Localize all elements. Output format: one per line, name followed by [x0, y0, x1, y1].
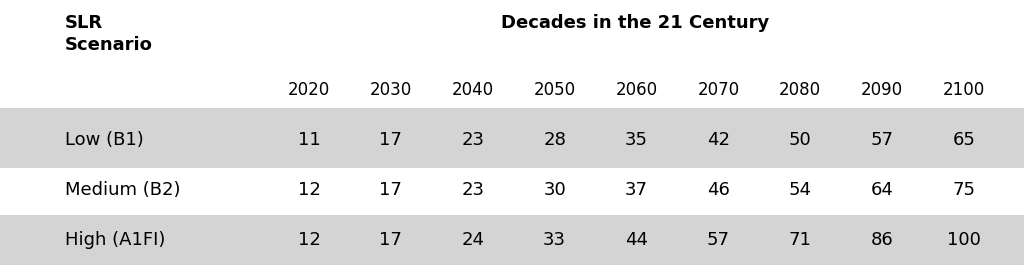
Text: 28: 28: [543, 131, 566, 149]
Text: 23: 23: [461, 181, 484, 199]
Text: 23: 23: [461, 131, 484, 149]
Text: Low (B1): Low (B1): [65, 131, 143, 149]
Text: 2040: 2040: [452, 81, 494, 99]
Text: 2090: 2090: [861, 81, 903, 99]
Text: 75: 75: [952, 181, 976, 199]
Text: 100: 100: [947, 231, 981, 249]
Text: 17: 17: [380, 181, 402, 199]
Text: 2100: 2100: [943, 81, 985, 99]
Text: SLR
Scenario: SLR Scenario: [65, 14, 153, 54]
Text: Decades in the 21 Century: Decades in the 21 Century: [501, 14, 769, 32]
Text: 86: 86: [870, 231, 894, 249]
Text: 2070: 2070: [697, 81, 739, 99]
Text: 12: 12: [298, 181, 321, 199]
Text: 11: 11: [298, 131, 321, 149]
Text: 46: 46: [707, 181, 730, 199]
Text: 12: 12: [298, 231, 321, 249]
Text: 17: 17: [380, 231, 402, 249]
Text: 71: 71: [788, 231, 812, 249]
Text: Medium (B2): Medium (B2): [65, 181, 180, 199]
Text: 2060: 2060: [615, 81, 657, 99]
Text: 33: 33: [543, 231, 566, 249]
Text: 30: 30: [544, 181, 566, 199]
Text: 57: 57: [870, 131, 894, 149]
Text: 50: 50: [788, 131, 812, 149]
Text: 65: 65: [952, 131, 976, 149]
Bar: [0, 108, 1024, 168]
Text: 24: 24: [461, 231, 484, 249]
Text: 44: 44: [625, 231, 648, 249]
Text: 2080: 2080: [779, 81, 821, 99]
Text: 2020: 2020: [288, 81, 330, 99]
Text: 2030: 2030: [370, 81, 412, 99]
Text: 54: 54: [788, 181, 812, 199]
Text: High (A1FI): High (A1FI): [65, 231, 165, 249]
Text: 57: 57: [707, 231, 730, 249]
Text: 35: 35: [625, 131, 648, 149]
Text: 2050: 2050: [534, 81, 575, 99]
Text: 64: 64: [870, 181, 894, 199]
Bar: [0, 215, 1024, 265]
Text: 37: 37: [625, 181, 648, 199]
Text: 42: 42: [707, 131, 730, 149]
Text: 17: 17: [380, 131, 402, 149]
